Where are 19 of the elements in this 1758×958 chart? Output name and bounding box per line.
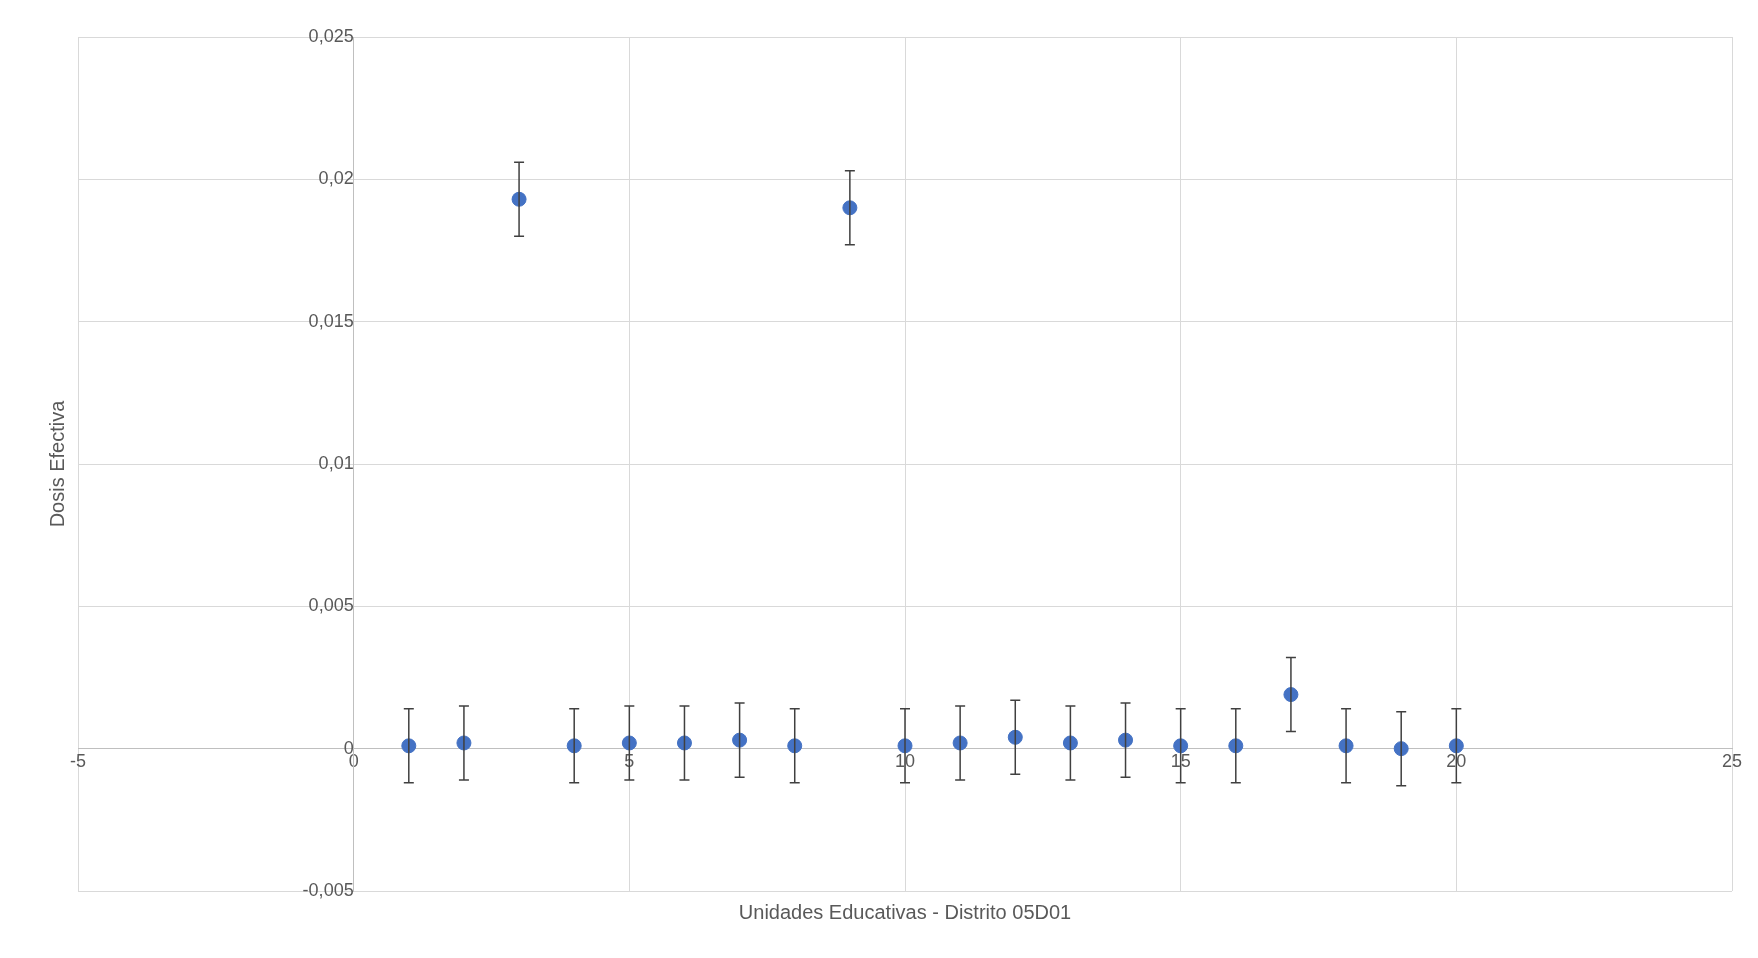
x-tick-label: -5 — [69, 751, 87, 772]
point — [787, 738, 803, 754]
y-tick-label: 0,015 — [308, 310, 354, 331]
point — [676, 735, 692, 751]
point — [621, 735, 637, 751]
point — [1062, 735, 1078, 751]
y-tick-label: 0,02 — [318, 168, 354, 189]
y-tick-label: 0,025 — [308, 25, 354, 46]
y-tick-label: 0,005 — [308, 595, 354, 616]
point — [1118, 732, 1134, 748]
point — [1173, 738, 1189, 754]
y-axis-title: Dosis Efectiva — [45, 399, 68, 528]
y-tick-label: -0,005 — [302, 879, 354, 900]
y-tick-label: 0,01 — [318, 452, 354, 473]
x-tick-label: 25 — [1721, 751, 1743, 772]
point — [1448, 738, 1464, 754]
point — [1007, 729, 1023, 745]
point — [732, 732, 748, 748]
x-axis-title: Unidades Educativas - Distrito 05D01 — [738, 900, 1072, 923]
